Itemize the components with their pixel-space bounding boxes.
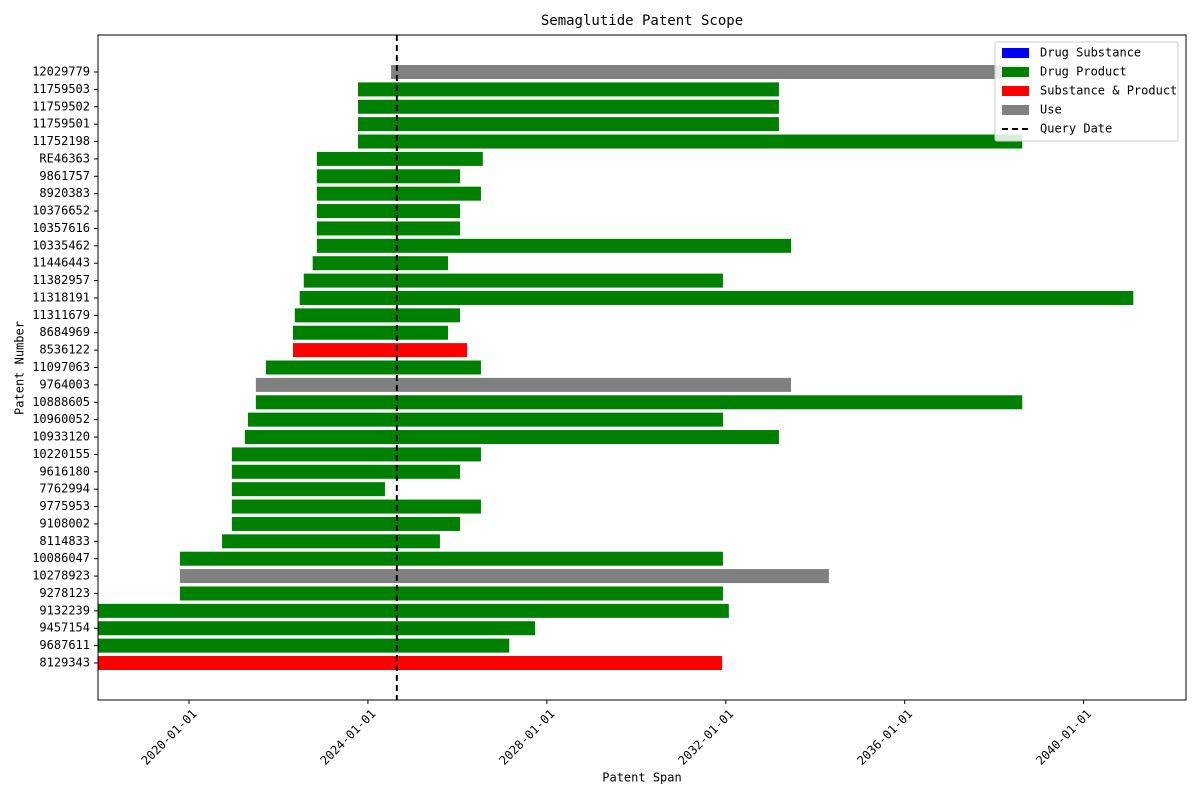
y-tick-label: 10357616 [32,221,90,235]
legend-swatch [1002,48,1029,58]
y-tick-label: 10278923 [32,569,90,583]
bar [232,465,460,479]
legend-label: Drug Substance [1040,46,1141,60]
bar [98,604,729,618]
bar [391,65,1020,79]
bar [256,395,1022,409]
legend-label: Drug Product [1040,65,1127,79]
y-tick-label: 11318191 [32,290,90,304]
bar [248,413,723,427]
bar [232,517,460,531]
legend-swatch [1002,67,1029,77]
y-tick-label: 9132239 [39,603,90,617]
bar [266,361,481,375]
y-tick-label: 8129343 [39,656,90,670]
y-tick-label: 9457154 [39,621,90,635]
bar [180,569,829,583]
bar [313,256,448,270]
y-tick-label: 9687611 [39,638,90,652]
y-tick-label: 9108002 [39,516,90,530]
bar [180,552,723,566]
bar [98,621,535,635]
bar [358,135,1022,149]
y-tick-label: 10335462 [32,238,90,252]
legend-label: Query Date [1040,122,1112,136]
x-tick-label: 2036-01-01 [854,707,915,768]
bar [245,430,779,444]
x-tick-label: 2020-01-01 [139,707,200,768]
y-tick-label: 11311679 [32,308,90,322]
bar [317,239,791,253]
x-tick-label: 2028-01-01 [496,707,557,768]
y-tick-label: 10376652 [32,204,90,218]
y-tick-label: 11446443 [32,256,90,270]
bar [256,378,791,392]
x-tick-label: 2040-01-01 [1033,707,1094,768]
bar [317,152,483,166]
y-tick-label: 8684969 [39,325,90,339]
y-tick-label: 8536122 [39,343,90,357]
bar [317,221,460,235]
y-tick-label: 11752198 [32,134,90,148]
bar [358,100,779,114]
bar [98,656,722,670]
bar [358,82,779,96]
y-tick-label: 9616180 [39,464,90,478]
y-tick-label: 9278123 [39,586,90,600]
bar [232,482,385,496]
y-tick-label: 11382957 [32,273,90,287]
y-tick-label: 9775953 [39,499,90,513]
bar [232,500,481,514]
y-tick-label: 12029779 [32,65,90,79]
y-tick-label: 11097063 [32,360,90,374]
y-tick-label: 10888605 [32,395,90,409]
bar [232,447,481,461]
bar [317,169,460,183]
legend-swatch [1002,86,1029,96]
chart-title: Semaglutide Patent Scope [541,13,743,29]
bar [222,534,440,548]
bar [293,326,448,340]
bar [293,343,467,357]
y-axis-label: Patent Number [13,321,27,415]
y-tick-label: 10086047 [32,551,90,565]
y-tick-label: 11759501 [32,117,90,131]
y-tick-label: RE46363 [39,151,90,165]
bar [317,187,481,201]
bar [180,586,723,600]
y-tick-label: 11759503 [32,82,90,96]
y-tick-label: 9764003 [39,377,90,391]
legend-label: Use [1040,103,1062,117]
x-tick-label: 2032-01-01 [675,707,736,768]
y-tick-label: 8114833 [39,534,90,548]
y-tick-label: 7762994 [39,482,90,496]
y-tick-label: 11759502 [32,99,90,113]
y-tick-label: 10220155 [32,447,90,461]
bar [98,639,509,653]
y-tick-label: 8920383 [39,186,90,200]
bar [317,204,460,218]
y-tick-label: 9861757 [39,169,90,183]
bar [304,274,723,288]
legend-label: Substance & Product [1040,84,1177,98]
x-tick-label: 2024-01-01 [318,707,379,768]
bar [358,117,779,131]
legend-swatch [1002,105,1029,115]
bar [300,291,1134,305]
y-tick-label: 10960052 [32,412,90,426]
bar [295,308,460,322]
y-tick-label: 10933120 [32,430,90,444]
x-axis-label: Patent Span [602,771,681,785]
